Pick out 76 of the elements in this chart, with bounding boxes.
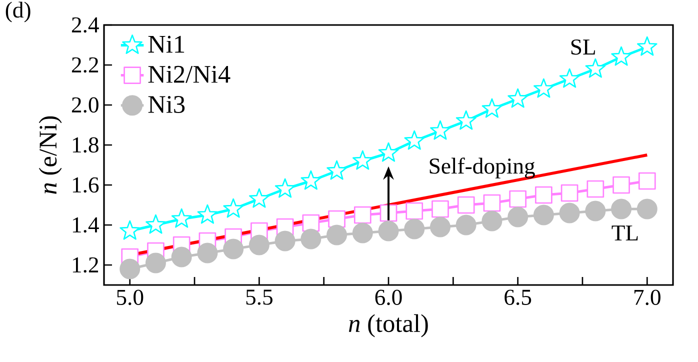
point (328, 210, 346, 228)
point (274, 230, 296, 252)
point (430, 120, 450, 140)
point (430, 216, 450, 238)
point (456, 110, 476, 130)
point (636, 36, 658, 56)
point (560, 184, 578, 202)
point (249, 188, 270, 208)
point (482, 98, 502, 118)
annotation: Self-doping (430, 158, 535, 178)
text: (d) (6, 2, 30, 22)
point (197, 204, 218, 224)
point (534, 78, 554, 98)
point (559, 68, 580, 88)
point (146, 214, 166, 234)
point (509, 190, 526, 208)
y-tick-label: 2.2 (72, 57, 98, 73)
point (585, 58, 606, 78)
point (432, 200, 449, 218)
point (586, 180, 604, 198)
point (638, 172, 656, 190)
x-tick-label: 6.5 (504, 290, 532, 306)
x-tick-label: 5.0 (117, 290, 144, 306)
point (378, 220, 399, 242)
point (300, 228, 322, 250)
legend-label: Ni2/Ni4 (148, 66, 230, 83)
point (326, 224, 348, 246)
point (585, 200, 606, 222)
point (508, 206, 528, 228)
point (404, 130, 425, 150)
y-axis-title: n (e/Ni) (38, 116, 62, 194)
point (611, 198, 632, 220)
point (300, 170, 322, 190)
point (406, 202, 424, 220)
point (404, 218, 425, 240)
point (533, 204, 554, 226)
point (145, 252, 166, 274)
x-tick-label: 7.0 (634, 290, 660, 306)
point (508, 88, 528, 108)
annotation: SL (571, 39, 595, 55)
point (354, 206, 372, 224)
point (612, 176, 630, 194)
x-axis-title: n (total) (348, 314, 428, 338)
point (611, 46, 632, 66)
point (482, 210, 502, 232)
point (456, 214, 476, 236)
legend-label: Ni1 (148, 36, 184, 53)
y-tick-label: 2.0 (72, 97, 98, 113)
point (223, 238, 244, 260)
legend-label: Ni3 (148, 96, 185, 114)
point (223, 198, 244, 218)
point (171, 208, 192, 228)
point (457, 196, 475, 214)
point (483, 194, 501, 212)
point (378, 142, 399, 162)
point (120, 258, 140, 280)
point (535, 186, 552, 204)
y-tick-label: 1.6 (72, 177, 99, 193)
point (352, 222, 373, 244)
x-tick-label: 6.0 (375, 290, 402, 306)
point (248, 234, 270, 256)
y-tick-label: 1.2 (72, 257, 98, 273)
point (274, 178, 296, 198)
y-tick-label: 1.8 (72, 137, 98, 153)
point (636, 198, 658, 220)
point (171, 246, 192, 268)
annotation: TL (612, 226, 638, 240)
point (326, 160, 347, 180)
point (559, 202, 580, 224)
point (302, 214, 320, 232)
point (120, 220, 140, 240)
x-tick-label: 5.5 (246, 290, 272, 305)
y-tick-label: 1.4 (72, 217, 99, 233)
point (352, 150, 373, 170)
y-tick-label: 2.4 (72, 17, 99, 33)
point (197, 242, 218, 264)
